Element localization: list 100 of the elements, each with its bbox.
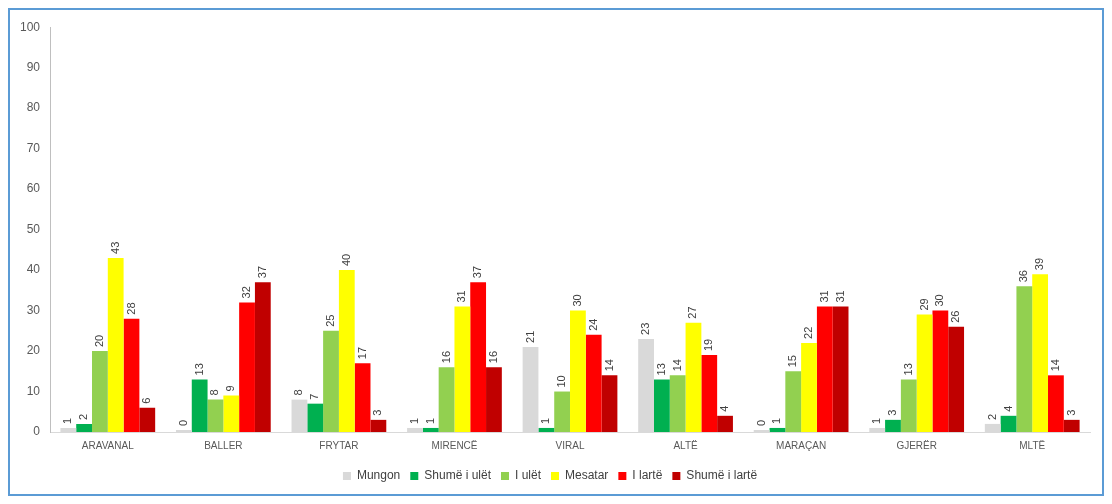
legend-label: Mesatar xyxy=(565,468,609,483)
bar xyxy=(701,355,718,432)
data-label: 13 xyxy=(901,363,914,376)
bar xyxy=(370,419,387,432)
data-label: 31 xyxy=(833,290,846,303)
bar xyxy=(538,427,555,432)
x-tick-label: ALTË xyxy=(673,439,699,451)
data-label: 3 xyxy=(1064,409,1077,416)
data-label: 31 xyxy=(455,290,468,303)
bar xyxy=(207,399,224,432)
data-label: 16 xyxy=(439,350,452,364)
data-label: 39 xyxy=(1033,257,1046,271)
bar xyxy=(601,375,618,432)
x-tick-label: MIRENCË xyxy=(431,439,478,451)
data-label: 14 xyxy=(670,359,683,372)
data-label: 30 xyxy=(933,294,946,307)
bar xyxy=(832,306,849,432)
bar xyxy=(916,314,933,432)
data-label: 43 xyxy=(108,241,121,254)
y-tick-label: 20 xyxy=(26,343,41,358)
data-label: 21 xyxy=(523,330,536,343)
data-label: 26 xyxy=(949,310,962,323)
data-label: 31 xyxy=(817,290,830,303)
data-label: 40 xyxy=(339,253,352,267)
data-label: 1 xyxy=(423,417,436,424)
bar xyxy=(139,407,156,432)
data-label: 1 xyxy=(61,417,74,424)
bar xyxy=(338,270,355,432)
data-label: 2 xyxy=(77,413,90,420)
data-label: 2 xyxy=(985,413,998,420)
data-label: 8 xyxy=(208,389,221,396)
bar xyxy=(785,371,802,432)
bar xyxy=(438,367,455,432)
data-label: 7 xyxy=(308,393,321,400)
bar xyxy=(585,334,602,432)
bar xyxy=(653,379,670,432)
bar xyxy=(1048,375,1064,432)
bar xyxy=(454,306,471,432)
data-label: 17 xyxy=(355,346,368,360)
bar xyxy=(1063,419,1080,432)
bar xyxy=(932,310,949,432)
bar xyxy=(323,330,339,432)
data-label: 27 xyxy=(686,306,699,319)
legend-label: Shumë i ulët xyxy=(424,468,492,483)
x-tick-label: ARAVANAL xyxy=(81,439,135,451)
y-tick-label: 10 xyxy=(26,383,41,398)
data-label: 36 xyxy=(1017,270,1030,283)
bar xyxy=(354,363,371,432)
legend-label: I lartë xyxy=(632,468,663,483)
y-tick-label: 100 xyxy=(19,19,41,34)
data-label: 15 xyxy=(786,355,799,368)
data-label: 6 xyxy=(140,397,153,404)
y-tick-label: 50 xyxy=(26,221,41,236)
bar xyxy=(107,257,124,432)
bar xyxy=(223,395,240,432)
bar xyxy=(554,391,571,432)
data-label: 1 xyxy=(539,417,552,424)
bar xyxy=(486,367,502,432)
data-label: 10 xyxy=(555,375,568,388)
data-label: 13 xyxy=(192,363,205,376)
data-label: 1 xyxy=(870,417,883,424)
bar xyxy=(254,282,271,432)
y-tick-label: 40 xyxy=(26,262,41,277)
data-label: 9 xyxy=(224,385,237,392)
data-label: 4 xyxy=(718,405,731,412)
data-label: 3 xyxy=(886,409,899,416)
bar xyxy=(948,326,965,432)
data-label: 1 xyxy=(408,417,421,424)
legend-label: I ulët xyxy=(515,468,542,483)
data-label: 20 xyxy=(92,334,105,348)
data-label: 3 xyxy=(371,409,384,416)
bar xyxy=(307,403,324,432)
data-label: 1 xyxy=(770,417,783,424)
data-label: 14 xyxy=(1048,359,1061,372)
bar xyxy=(816,306,833,432)
data-label: 23 xyxy=(639,322,652,335)
x-tick-label: VIRAL xyxy=(555,439,585,451)
bar xyxy=(76,423,93,432)
x-tick-label: MARAÇAN xyxy=(776,439,827,451)
x-tick-label: GJERËR xyxy=(896,439,937,451)
bar xyxy=(422,427,439,432)
bar xyxy=(1016,286,1033,432)
x-tick-label: FRYTAR xyxy=(319,439,359,451)
data-label: 28 xyxy=(124,302,137,315)
legend-label: Mungon xyxy=(356,468,401,483)
data-label: 16 xyxy=(486,350,499,364)
bar xyxy=(685,322,702,432)
y-tick-label: 90 xyxy=(26,59,41,74)
bar xyxy=(885,419,901,432)
x-tick-label: BALLER xyxy=(204,439,243,451)
data-label: 29 xyxy=(917,298,930,311)
data-label: 13 xyxy=(654,363,667,376)
data-label: 0 xyxy=(176,419,189,426)
bar xyxy=(239,302,255,432)
bar xyxy=(769,427,786,432)
data-label: 25 xyxy=(324,314,337,327)
bar xyxy=(717,415,733,432)
y-tick-label: 0 xyxy=(33,424,41,439)
y-tick-label: 60 xyxy=(26,181,41,196)
data-label: 14 xyxy=(602,359,615,372)
